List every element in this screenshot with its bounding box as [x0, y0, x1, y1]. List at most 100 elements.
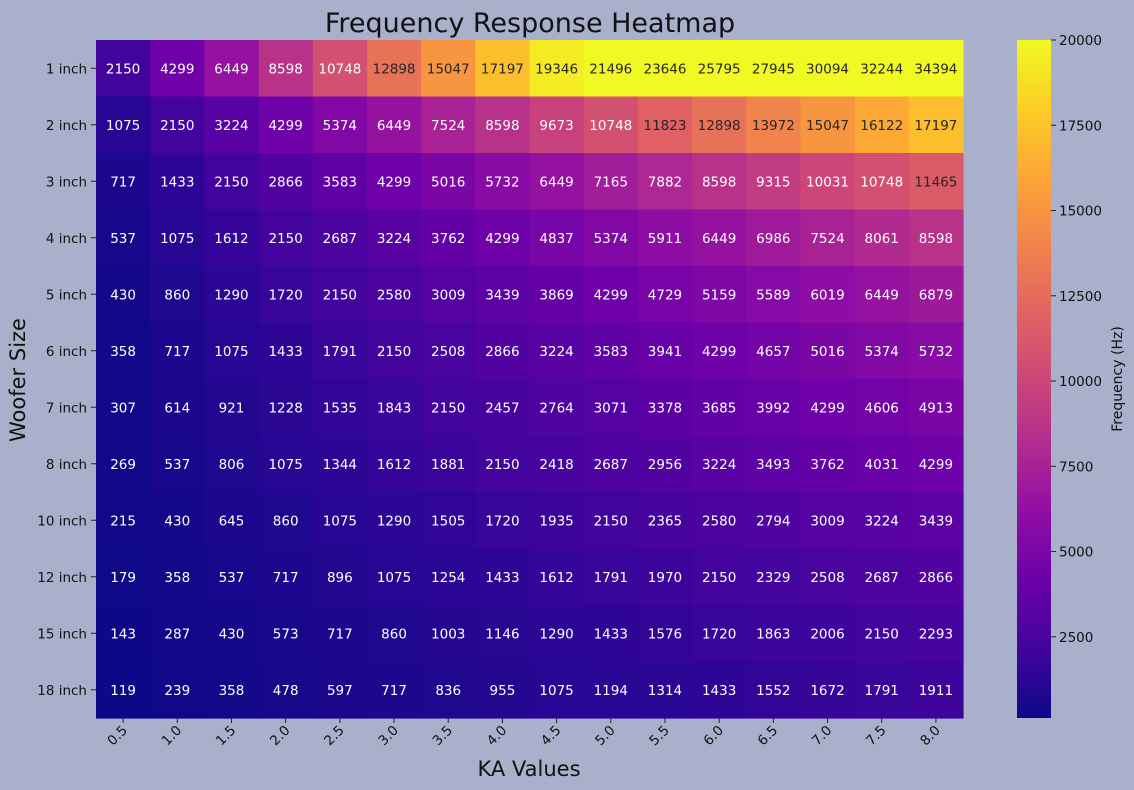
- heatmap-cell: [312, 379, 368, 437]
- cell-value-label: 9315: [756, 174, 790, 190]
- heatmap-cell: [421, 605, 476, 663]
- x-tick-label: 1.0: [159, 723, 186, 750]
- heatmap-cell: [800, 435, 856, 493]
- cell-value-label: 3869: [539, 287, 573, 303]
- heatmap-cell: [800, 266, 856, 324]
- colorbar-tick-label: 2500: [1059, 630, 1093, 646]
- heatmap-cell: [854, 661, 910, 719]
- heatmap-cell: [204, 153, 260, 211]
- heatmap-cell: [692, 379, 747, 437]
- cell-value-label: 17197: [914, 118, 957, 134]
- cell-value-label: 27945: [752, 61, 795, 77]
- cell-value-label: 12898: [373, 61, 416, 77]
- cell-value-label: 1433: [160, 174, 194, 190]
- heatmap-cell: [583, 40, 639, 98]
- heatmap-cell: [421, 379, 476, 437]
- heatmap-cell: [150, 322, 205, 380]
- heatmap-cell: [637, 153, 693, 211]
- heatmap-cell: [96, 379, 151, 437]
- heatmap-cell: [692, 153, 747, 211]
- chart-title: Frequency Response Heatmap: [325, 8, 735, 39]
- cell-value-label: 537: [164, 457, 190, 473]
- cell-value-label: 2365: [648, 513, 682, 529]
- heatmap-cell: [746, 96, 802, 154]
- heatmap-cell: [475, 209, 531, 267]
- heatmap-cell: [637, 266, 693, 324]
- cell-value-label: 6449: [702, 231, 736, 247]
- cell-value-label: 3583: [323, 174, 357, 190]
- cell-value-label: 2150: [106, 61, 140, 77]
- heatmap-cell: [312, 322, 368, 380]
- cell-value-label: 1290: [214, 287, 248, 303]
- heatmap-cell: [800, 40, 856, 98]
- cell-value-label: 4729: [648, 287, 682, 303]
- cell-value-label: 1075: [539, 683, 573, 699]
- heatmap-cell: [583, 153, 639, 211]
- heatmap-cell: [692, 435, 747, 493]
- x-tick-label: 6.5: [755, 723, 782, 750]
- heatmap-cell: [529, 548, 585, 606]
- heatmap-cell: [312, 96, 368, 154]
- heatmap-cell: [366, 435, 422, 493]
- y-tick-label: 10 inch: [37, 513, 87, 529]
- cell-value-label: 860: [164, 287, 190, 303]
- heatmap-cell: [475, 548, 531, 606]
- heatmap-cell: [746, 548, 802, 606]
- heatmap-cell: [204, 605, 260, 663]
- cell-value-label: 7524: [810, 231, 844, 247]
- cell-value-label: 2866: [485, 344, 519, 360]
- cell-value-label: 8598: [919, 231, 953, 247]
- heatmap-cell: [908, 40, 964, 98]
- heatmap-cell: [908, 435, 964, 493]
- cell-value-label: 430: [164, 513, 190, 529]
- heatmap-cell: [746, 209, 802, 267]
- cell-value-label: 3439: [485, 287, 519, 303]
- heatmap-cell: [366, 379, 422, 437]
- cell-value-label: 573: [273, 626, 299, 642]
- heatmap-cell: [421, 40, 476, 98]
- cell-value-label: 12898: [698, 118, 741, 134]
- heatmap-cell: [800, 379, 856, 437]
- heatmap-cell: [204, 379, 260, 437]
- heatmap-cell: [746, 322, 802, 380]
- heatmap-cell: [746, 605, 802, 663]
- heatmap-cell: [312, 605, 368, 663]
- cell-value-label: 6986: [756, 231, 790, 247]
- cell-value-label: 10748: [318, 61, 361, 77]
- cell-value-label: 1881: [431, 457, 465, 473]
- heatmap-cell: [854, 96, 910, 154]
- cell-value-label: 836: [435, 683, 461, 699]
- cell-value-label: 645: [219, 513, 245, 529]
- cell-value-label: 358: [110, 344, 136, 360]
- y-axis-ticks: 1 inch 2 inch 3 inch 4 inch 5 inch 6 inch 7 in…: [37, 61, 96, 699]
- cell-value-label: 4299: [268, 118, 302, 134]
- cell-value-label: 8598: [702, 174, 736, 190]
- cell-value-label: 2764: [539, 400, 573, 416]
- heatmap-cell: [692, 605, 747, 663]
- cell-value-label: 215: [110, 513, 136, 529]
- cell-value-label: 2329: [756, 570, 790, 586]
- heatmap-cell: [421, 266, 476, 324]
- cell-value-label: 3762: [431, 231, 465, 247]
- heatmap-cell: [258, 322, 314, 380]
- cell-value-label: 1791: [323, 344, 357, 360]
- cell-value-labels: 2150 4299 6449 8598 10748 12898 15047 17197 1934…: [106, 61, 957, 699]
- cell-value-label: 3941: [648, 344, 682, 360]
- heatmap-cell: [800, 492, 856, 550]
- cell-value-label: 1911: [919, 683, 953, 699]
- cell-value-label: 5589: [756, 287, 790, 303]
- cell-value-label: 896: [327, 570, 353, 586]
- cell-value-label: 3071: [594, 400, 628, 416]
- cell-value-label: 179: [110, 570, 136, 586]
- heatmap-cell: [150, 266, 205, 324]
- heatmap-cell: [746, 435, 802, 493]
- heatmap-cell: [854, 492, 910, 550]
- cell-value-label: 4837: [539, 231, 573, 247]
- cell-value-label: 537: [110, 231, 136, 247]
- cell-value-label: 287: [164, 626, 190, 642]
- cell-value-label: 23646: [643, 61, 686, 77]
- heatmap-cell: [746, 40, 802, 98]
- cell-value-label: 9673: [539, 118, 573, 134]
- cell-value-label: 1194: [594, 683, 628, 699]
